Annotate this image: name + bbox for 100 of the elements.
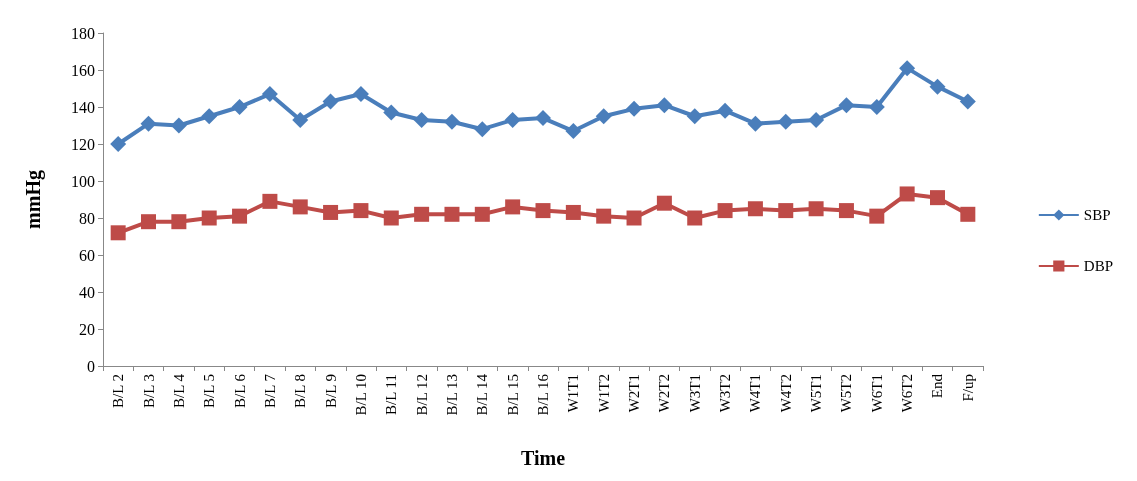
point <box>383 104 400 121</box>
legend-label: SBP <box>1083 207 1111 223</box>
point <box>474 206 490 222</box>
point <box>717 203 733 219</box>
point <box>110 225 126 241</box>
x-tick-label: W3T2 <box>717 374 734 413</box>
y-tick-label: 180 <box>71 24 95 42</box>
point <box>171 214 187 230</box>
point <box>414 206 430 222</box>
x-tick-label: B/L 15 <box>504 374 521 416</box>
y-tick-label: 80 <box>79 209 95 227</box>
x-tick-label: B/L 11 <box>383 374 400 415</box>
point <box>747 201 763 217</box>
point <box>596 208 612 224</box>
point <box>413 111 430 128</box>
x-tick-label: B/L 10 <box>352 374 369 416</box>
y-tick-label: 140 <box>71 98 95 116</box>
point <box>292 199 308 215</box>
x-tick-label: B/L 14 <box>474 373 491 416</box>
y-tick-label: 40 <box>79 283 95 301</box>
x-tick-label: B/L 7 <box>261 373 278 409</box>
y-axis-title: mmHg <box>22 170 45 229</box>
x-tick-label: W1T1 <box>565 374 582 413</box>
point <box>626 100 643 117</box>
point <box>595 108 612 125</box>
point <box>868 99 885 115</box>
point <box>110 136 127 152</box>
point <box>626 210 642 226</box>
point <box>504 111 521 128</box>
point <box>535 203 551 219</box>
point <box>899 60 916 77</box>
point <box>170 117 187 134</box>
y-tick-label: 0 <box>87 357 95 375</box>
y-tick-label: 60 <box>79 246 95 264</box>
y-tick-label: 100 <box>71 172 95 190</box>
point <box>505 199 521 215</box>
x-tick-label: W1T2 <box>595 374 612 413</box>
x-tick-label: W6T1 <box>868 374 885 413</box>
x-tick-label: B/L 13 <box>443 374 460 416</box>
point <box>717 102 734 119</box>
point <box>869 208 885 224</box>
y-tick-label: 120 <box>71 135 95 153</box>
y-tick-label: 160 <box>71 61 95 79</box>
x-tick-label: B/L 2 <box>110 374 127 409</box>
point <box>231 99 248 115</box>
x-tick-label: B/L 3 <box>140 374 157 409</box>
x-tick-label: B/L 16 <box>535 373 551 416</box>
point <box>140 115 157 132</box>
point <box>687 210 703 226</box>
point <box>232 208 248 224</box>
point <box>201 108 218 125</box>
x-tick-label: B/L 9 <box>322 374 339 409</box>
point <box>565 204 581 220</box>
point <box>443 113 460 130</box>
point <box>838 203 854 219</box>
point <box>352 86 369 103</box>
x-tick-label: W4T1 <box>747 374 764 413</box>
point <box>292 111 309 128</box>
x-tick-label: B/L 12 <box>413 374 430 416</box>
x-tick-label: W2T1 <box>626 374 643 413</box>
point <box>474 121 491 138</box>
point <box>778 203 794 219</box>
point <box>929 190 945 206</box>
point <box>322 93 339 110</box>
point <box>141 214 157 230</box>
point <box>383 210 399 226</box>
point <box>777 113 794 130</box>
point <box>444 206 460 222</box>
point <box>656 195 672 211</box>
point <box>747 115 764 132</box>
legend-label: DBP <box>1083 258 1114 274</box>
x-tick-label: W5T2 <box>838 374 855 413</box>
x-tick-label: W4T2 <box>777 374 794 413</box>
point <box>323 204 339 220</box>
point <box>808 111 825 128</box>
point <box>262 193 278 209</box>
point <box>201 210 217 226</box>
point <box>959 93 976 110</box>
point <box>686 108 703 125</box>
x-tick-label: B/L 4 <box>170 373 187 409</box>
x-tick-label: W2T2 <box>656 374 673 413</box>
point <box>656 97 673 114</box>
x-tick-label: B/L 8 <box>292 374 309 409</box>
x-tick-label: End <box>929 373 946 399</box>
x-tick-label: B/L 6 <box>231 373 248 409</box>
point <box>353 203 369 219</box>
point <box>838 97 855 114</box>
point <box>929 78 946 95</box>
y-tick-label: 20 <box>79 320 95 338</box>
point <box>899 186 915 202</box>
point <box>535 110 551 127</box>
x-axis-title: Time <box>520 447 566 469</box>
point <box>565 123 582 140</box>
x-tick-label: W3T1 <box>686 374 703 413</box>
point <box>261 86 278 103</box>
x-tick-label: W6T2 <box>899 374 916 413</box>
x-tick-label: F/up <box>959 374 976 402</box>
x-tick-label: W5T1 <box>808 374 825 413</box>
point <box>808 201 824 217</box>
point <box>960 206 976 222</box>
